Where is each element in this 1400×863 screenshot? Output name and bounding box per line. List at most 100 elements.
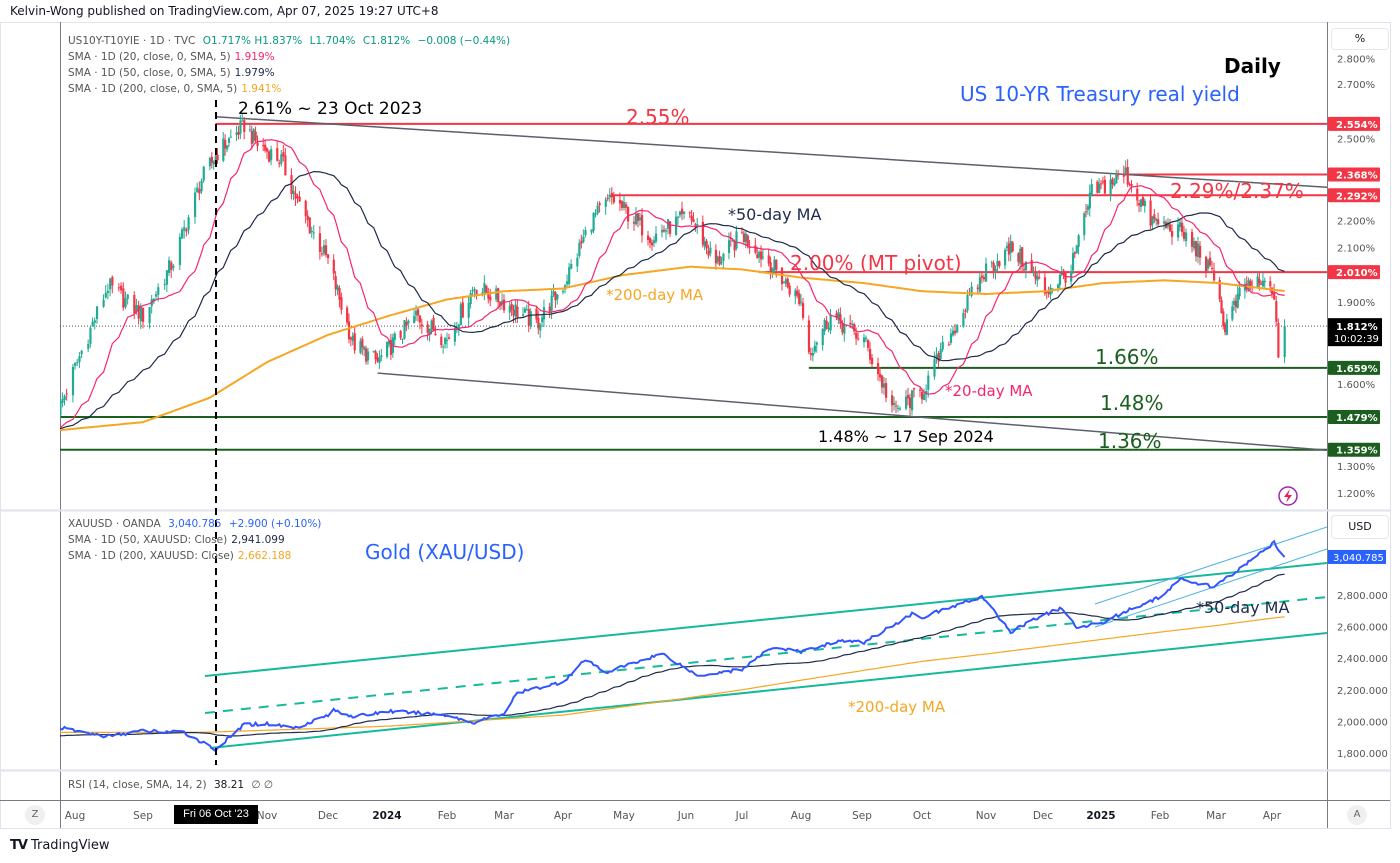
candle[interactable]: [661, 224, 664, 238]
candle[interactable]: [252, 128, 255, 144]
candle[interactable]: [620, 200, 624, 211]
candle[interactable]: [229, 129, 233, 138]
candle[interactable]: [432, 314, 435, 332]
candle[interactable]: [178, 233, 182, 270]
sma200-line[interactable]: [58, 265, 1285, 432]
candle[interactable]: [529, 308, 532, 330]
candle[interactable]: [566, 274, 569, 287]
candle[interactable]: [869, 341, 872, 365]
candle[interactable]: [200, 178, 203, 194]
sma50-line[interactable]: [58, 170, 1285, 430]
candle[interactable]: [163, 278, 166, 290]
candle[interactable]: [1193, 237, 1196, 252]
candle[interactable]: [679, 210, 682, 218]
candle[interactable]: [459, 301, 462, 326]
candle[interactable]: [447, 333, 451, 340]
auto-scale-button[interactable]: A: [1347, 805, 1367, 825]
candle[interactable]: [1143, 198, 1146, 213]
candle[interactable]: [155, 291, 158, 299]
candle[interactable]: [1149, 194, 1152, 230]
candle[interactable]: [610, 187, 613, 205]
sma20-line[interactable]: [58, 138, 1285, 429]
candle[interactable]: [635, 207, 638, 226]
candle[interactable]: [893, 396, 896, 411]
gold-channel-lower[interactable]: [209, 632, 1327, 749]
candle[interactable]: [510, 301, 513, 317]
candle[interactable]: [568, 262, 571, 287]
candle[interactable]: [1151, 215, 1154, 230]
candle[interactable]: [80, 349, 83, 359]
candle[interactable]: [194, 187, 197, 224]
candle[interactable]: [122, 282, 125, 311]
candle[interactable]: [1234, 294, 1238, 313]
candle[interactable]: [821, 328, 824, 351]
candle[interactable]: [216, 148, 219, 164]
candle[interactable]: [1225, 313, 1229, 336]
candle[interactable]: [89, 325, 92, 348]
candle[interactable]: [1007, 237, 1010, 262]
gold-channel-upper[interactable]: [204, 562, 1327, 677]
candle[interactable]: [1077, 233, 1080, 255]
price-axis[interactable]: 2.800% 2.700% 2.500% 2.200% 2.100% 1.900% 1.60…: [1328, 55, 1388, 760]
candle[interactable]: [883, 377, 886, 395]
candle[interactable]: [907, 387, 910, 406]
candle[interactable]: [187, 214, 190, 235]
candle[interactable]: [256, 135, 259, 152]
candle[interactable]: [733, 239, 736, 258]
candle[interactable]: [608, 188, 611, 202]
candle[interactable]: [663, 225, 666, 233]
candle[interactable]: [919, 387, 922, 398]
candle[interactable]: [418, 315, 422, 330]
candle[interactable]: [796, 285, 799, 299]
candle[interactable]: [994, 265, 997, 280]
candle[interactable]: [541, 315, 544, 327]
candle[interactable]: [863, 333, 866, 348]
candle[interactable]: [349, 336, 353, 347]
candle[interactable]: [104, 285, 107, 299]
gold-sma50-line[interactable]: [58, 573, 1285, 737]
candle[interactable]: [782, 281, 786, 284]
candle[interactable]: [718, 250, 721, 266]
candle[interactable]: [351, 332, 354, 346]
candle[interactable]: [324, 239, 328, 258]
candle[interactable]: [933, 351, 936, 380]
candle[interactable]: [508, 301, 511, 321]
candle[interactable]: [312, 225, 315, 240]
candle[interactable]: [254, 126, 257, 143]
candle[interactable]: [95, 306, 99, 324]
candle[interactable]: [102, 294, 105, 308]
candle[interactable]: [71, 363, 75, 403]
candle[interactable]: [623, 194, 626, 211]
candle[interactable]: [1261, 272, 1265, 288]
candle[interactable]: [909, 393, 912, 416]
candle[interactable]: [76, 358, 79, 367]
candle[interactable]: [703, 236, 706, 251]
candle[interactable]: [495, 285, 498, 303]
candle[interactable]: [366, 347, 370, 365]
candle[interactable]: [754, 237, 757, 255]
candle[interactable]: [992, 260, 995, 279]
candle[interactable]: [503, 294, 506, 314]
candle[interactable]: [1185, 228, 1188, 247]
candle[interactable]: [1004, 247, 1007, 270]
candle[interactable]: [677, 215, 680, 225]
candle[interactable]: [1138, 200, 1141, 213]
candle[interactable]: [322, 239, 326, 257]
candle[interactable]: [985, 257, 988, 282]
candle[interactable]: [428, 328, 431, 342]
candle[interactable]: [401, 338, 404, 345]
candle[interactable]: [1155, 217, 1158, 226]
candle[interactable]: [320, 246, 324, 257]
candle[interactable]: [1011, 240, 1014, 253]
candle[interactable]: [1017, 252, 1020, 267]
candle[interactable]: [879, 366, 882, 382]
candle[interactable]: [363, 345, 366, 357]
candle[interactable]: [895, 400, 898, 413]
candle[interactable]: [823, 318, 826, 336]
candle[interactable]: [237, 125, 240, 140]
candle[interactable]: [239, 114, 242, 140]
candle[interactable]: [63, 394, 66, 406]
candle[interactable]: [1122, 165, 1126, 184]
candle[interactable]: [1038, 270, 1041, 280]
candle[interactable]: [1153, 208, 1156, 224]
